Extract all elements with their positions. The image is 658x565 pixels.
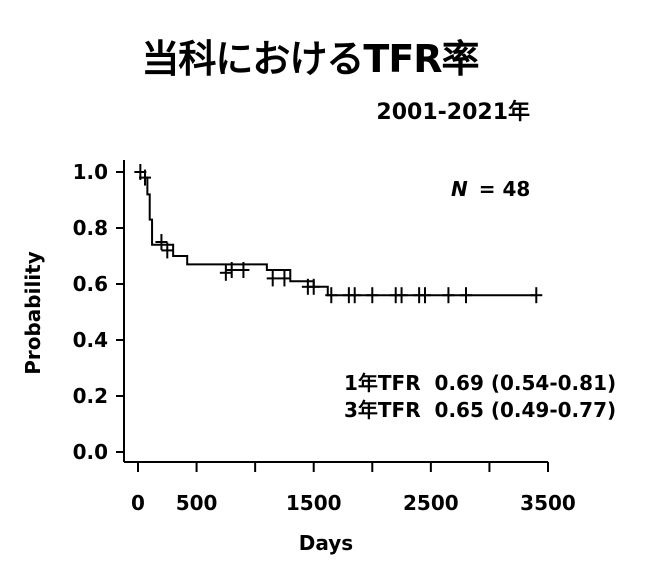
survival-curve: [138, 171, 537, 297]
chart-plot-area: [134, 164, 543, 304]
chart-subtitle: 2001-2021年: [376, 100, 530, 125]
x-tick-label: 3500: [520, 491, 576, 515]
x-tick-label: 2500: [403, 491, 459, 515]
y-tick-label: 0.0: [73, 440, 108, 464]
y-tick-label: 0.8: [73, 216, 108, 240]
n-value: = 48: [479, 177, 531, 201]
y-tick-label: 1.0: [73, 160, 108, 184]
x-tick-label: 0: [131, 491, 145, 515]
n-annotation: N = 48: [451, 177, 530, 201]
x-axis-label: Days: [299, 531, 353, 555]
tfr-1year: 1年TFR 0.69 (0.54-0.81): [344, 371, 616, 395]
y-tick-label: 0.6: [73, 272, 108, 296]
chart-ticks: 0.0 0.2 0.4 0.6 0.8 1.0 0 500 1500 2500 3500: [73, 160, 576, 515]
y-tick-label: 0.2: [73, 384, 108, 408]
x-tick-label: 500: [176, 491, 218, 515]
y-tick-label: 0.4: [73, 328, 108, 352]
y-axis-label: Probability: [21, 251, 45, 375]
chart-axes: [123, 160, 548, 463]
tfr-3year: 3年TFR 0.65 (0.49-0.77): [344, 398, 616, 422]
n-symbol: N: [451, 177, 468, 201]
x-tick-label: 1500: [286, 491, 342, 515]
chart-title: 当科におけるTFR率: [141, 37, 479, 81]
